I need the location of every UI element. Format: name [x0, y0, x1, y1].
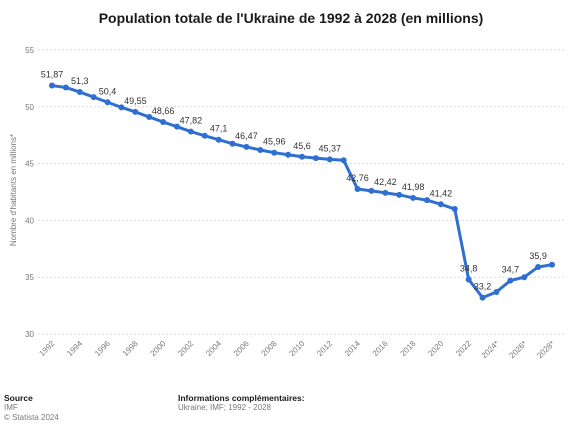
data-label: 42,76 — [346, 173, 369, 183]
data-label: 33,2 — [474, 282, 492, 292]
data-point — [104, 99, 111, 106]
info-heading: Informations complémentaires: — [178, 393, 305, 403]
data-point — [312, 155, 319, 162]
data-label: 45,96 — [263, 137, 286, 147]
info-line: Ukraine; IMF; 1992 - 2028 — [178, 403, 271, 412]
data-point — [368, 187, 375, 194]
data-point — [382, 189, 389, 196]
data-label: 47,1 — [210, 124, 228, 134]
y-tick-label: 50 — [25, 103, 34, 112]
data-label: 34,7 — [502, 265, 520, 275]
x-tick-label: 2000 — [149, 339, 168, 358]
data-point — [451, 206, 458, 213]
data-point — [424, 197, 430, 204]
data-label: 34,8 — [460, 263, 478, 273]
data-point — [174, 123, 180, 130]
data-point — [243, 143, 250, 150]
x-tick-label: 2022 — [454, 339, 473, 358]
data-point — [271, 149, 278, 156]
data-point — [479, 294, 486, 301]
data-point — [535, 263, 542, 270]
data-label: 45,37 — [319, 143, 342, 153]
data-point — [90, 94, 97, 101]
data-point — [549, 261, 555, 268]
x-tick-label: 2002 — [176, 339, 195, 358]
data-point — [396, 191, 403, 198]
x-tick-label: 2028* — [535, 339, 556, 360]
data-point — [229, 140, 236, 147]
x-tick-label: 2016 — [371, 339, 390, 358]
data-point — [146, 114, 153, 121]
data-point — [76, 89, 83, 96]
data-point — [299, 153, 305, 160]
data-label: 51,3 — [71, 76, 89, 86]
data-point — [493, 288, 500, 295]
data-label: 35,9 — [529, 251, 547, 261]
data-point — [257, 146, 264, 153]
x-tick-label: 2004 — [204, 339, 223, 358]
data-point — [507, 277, 514, 284]
data-point — [160, 119, 167, 126]
data-point — [62, 84, 69, 91]
x-tick-label: 2008 — [260, 339, 279, 358]
data-point — [187, 128, 194, 135]
data-point — [285, 151, 292, 158]
data-point — [201, 132, 208, 139]
source-heading: Source — [4, 393, 33, 403]
x-tick-label: 1998 — [121, 339, 140, 358]
data-point — [215, 136, 222, 143]
data-label: 41,42 — [430, 188, 453, 198]
source-name: IMF — [4, 403, 18, 412]
data-label: 48,66 — [152, 106, 175, 116]
data-point — [132, 108, 139, 115]
y-tick-label: 45 — [25, 160, 34, 169]
data-point — [49, 82, 55, 89]
data-point — [118, 104, 125, 111]
data-label: 51,87 — [41, 70, 64, 80]
info-block: Informations complémentaires: Ukraine; I… — [178, 393, 305, 413]
y-tick-label: 30 — [25, 330, 34, 339]
data-label: 46,47 — [235, 131, 258, 141]
data-point — [340, 157, 347, 164]
data-label: 47,82 — [180, 116, 203, 126]
data-label: 42,42 — [374, 177, 397, 187]
data-point — [354, 186, 361, 193]
data-point — [521, 274, 528, 281]
x-tick-label: 1994 — [65, 339, 84, 358]
source-block: Source IMF © Statista 2024 — [4, 393, 59, 423]
x-tick-label: 1996 — [93, 339, 112, 358]
x-tick-label: 2024* — [480, 339, 501, 360]
data-label: 49,55 — [124, 96, 147, 106]
data-point — [465, 276, 472, 283]
y-tick-label: 40 — [25, 216, 34, 225]
x-tick-label: 2020 — [426, 339, 445, 358]
x-tick-label: 2006 — [232, 339, 251, 358]
copyright: © Statista 2024 — [4, 413, 59, 422]
x-tick-label: 2012 — [315, 339, 334, 358]
data-label: 45,6 — [293, 141, 311, 151]
data-point — [437, 201, 444, 208]
chart-title: Population totale de l'Ukraine de 1992 à… — [98, 10, 484, 26]
x-tick-label: 2018 — [399, 339, 418, 358]
x-tick-label: 1992 — [37, 339, 56, 358]
data-label: 50,4 — [99, 86, 117, 96]
x-tick-label: 2014 — [343, 339, 362, 358]
y-tick-label: 55 — [25, 46, 34, 55]
data-point — [410, 194, 417, 201]
x-tick-label: 2026* — [507, 339, 528, 360]
x-tick-label: 2010 — [287, 339, 306, 358]
y-axis-label: Nombre d'habitants en millions* — [9, 134, 18, 246]
y-tick-label: 35 — [25, 273, 34, 282]
data-label: 41,98 — [402, 182, 425, 192]
data-point — [326, 156, 333, 163]
